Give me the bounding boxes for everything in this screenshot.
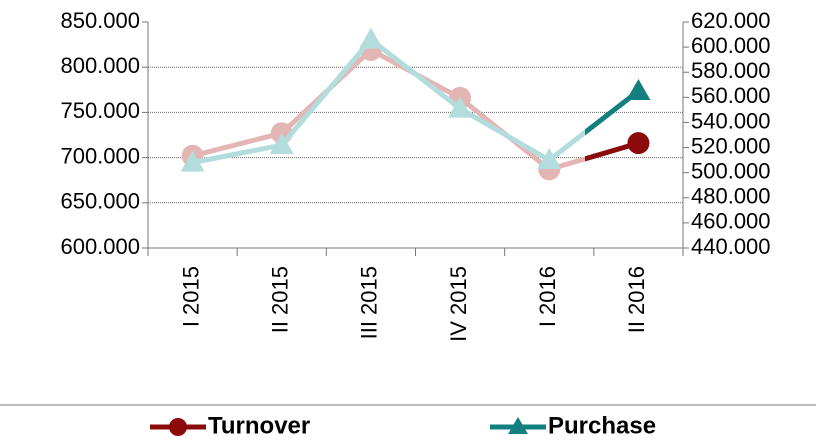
y2-tick-label: 480.000 xyxy=(691,184,771,209)
y-tick-label: 850.000 xyxy=(60,8,140,33)
legend-label: Purchase xyxy=(548,412,656,439)
x-tick-label: I 2016 xyxy=(535,266,560,327)
x-tick-label: III 2015 xyxy=(357,266,382,339)
x-tick-label: II 2015 xyxy=(268,266,293,333)
y-tick-label: 700.000 xyxy=(60,143,140,168)
legend-marker xyxy=(169,418,187,436)
x-tick-label: I 2015 xyxy=(178,266,203,327)
marker xyxy=(626,79,651,101)
y2-tick-label: 580.000 xyxy=(691,58,771,83)
y-tick-label: 650.000 xyxy=(60,189,140,214)
y2-tick-label: 460.000 xyxy=(691,209,771,234)
marker xyxy=(627,132,650,155)
marker xyxy=(269,133,294,155)
marker xyxy=(358,27,383,49)
y2-tick-label: 540.000 xyxy=(691,108,771,133)
y2-tick-label: 600.000 xyxy=(691,33,771,58)
legend-marker xyxy=(508,417,528,434)
marker xyxy=(448,96,473,118)
y-tick-label: 800.000 xyxy=(60,53,140,78)
marker xyxy=(180,150,205,172)
y-tick-label: 600.000 xyxy=(60,234,140,259)
y2-tick-label: 560.000 xyxy=(691,83,771,108)
legend-label: Turnover xyxy=(208,412,310,439)
x-tick-label: II 2016 xyxy=(624,266,649,333)
y2-tick-label: 440.000 xyxy=(691,234,771,259)
y2-tick-label: 620.000 xyxy=(691,8,771,33)
marker xyxy=(537,148,562,170)
y2-tick-label: 500.000 xyxy=(691,158,771,183)
y-tick-label: 750.000 xyxy=(60,98,140,123)
series-line xyxy=(192,37,640,166)
x-tick-label: IV 2015 xyxy=(446,266,471,342)
y2-tick-label: 520.000 xyxy=(691,133,771,158)
